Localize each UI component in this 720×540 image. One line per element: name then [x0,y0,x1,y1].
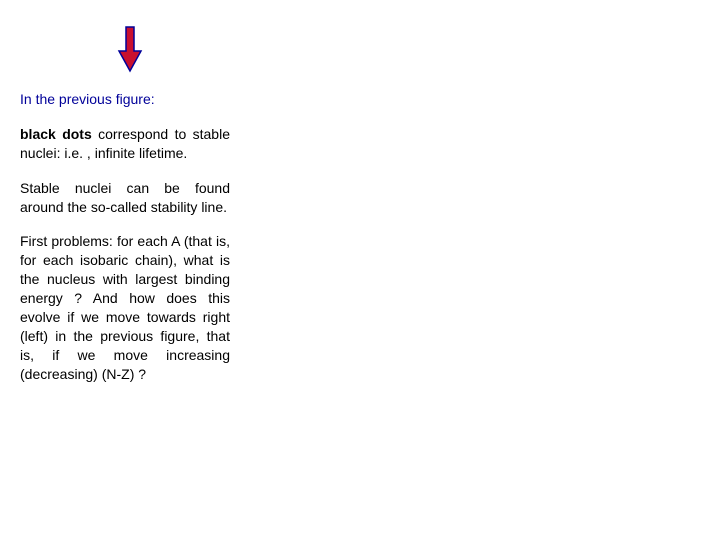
down-arrow-icon [115,25,145,75]
paragraph-stability-line: Stable nuclei can be found around the so… [20,179,230,217]
slide-page: In the previous figure: black dots corre… [0,0,720,540]
paragraph-black-dots: black dots correspond to stable nuclei: … [20,125,230,163]
paragraph-first-problems: First problems: for each A (that is, for… [20,232,230,383]
text-column: In the previous figure: black dots corre… [20,90,230,400]
bold-lead: black dots [20,126,92,142]
intro-line: In the previous figure: [20,90,230,109]
